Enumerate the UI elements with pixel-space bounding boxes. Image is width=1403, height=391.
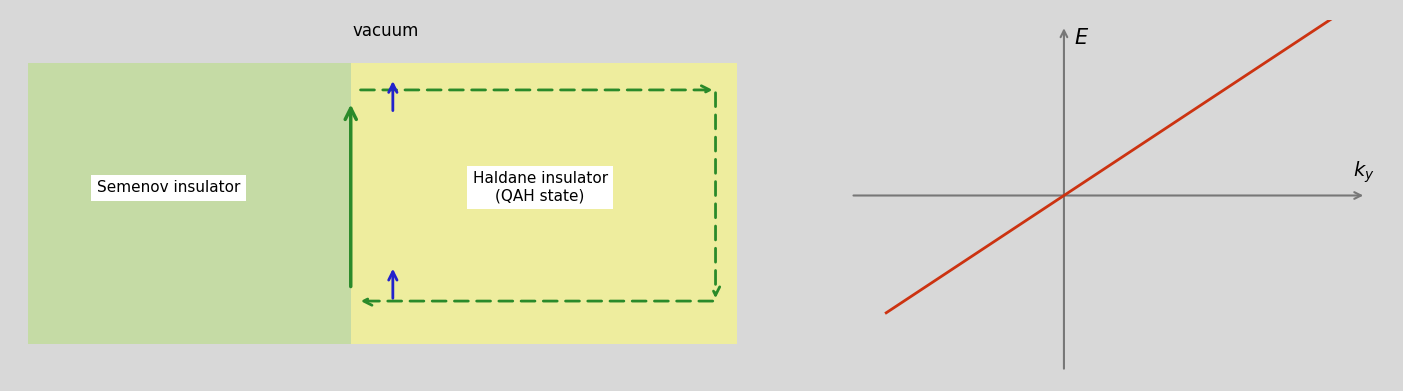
Text: $k_y$: $k_y$ [1354, 160, 1375, 185]
Text: vacuum: vacuum [352, 22, 419, 40]
Text: Semenov insulator: Semenov insulator [97, 180, 240, 195]
Text: Haldane insulator
(QAH state): Haldane insulator (QAH state) [473, 172, 607, 204]
Bar [28, 63, 351, 344]
Bar [351, 63, 737, 344]
Text: E: E [1075, 28, 1087, 48]
